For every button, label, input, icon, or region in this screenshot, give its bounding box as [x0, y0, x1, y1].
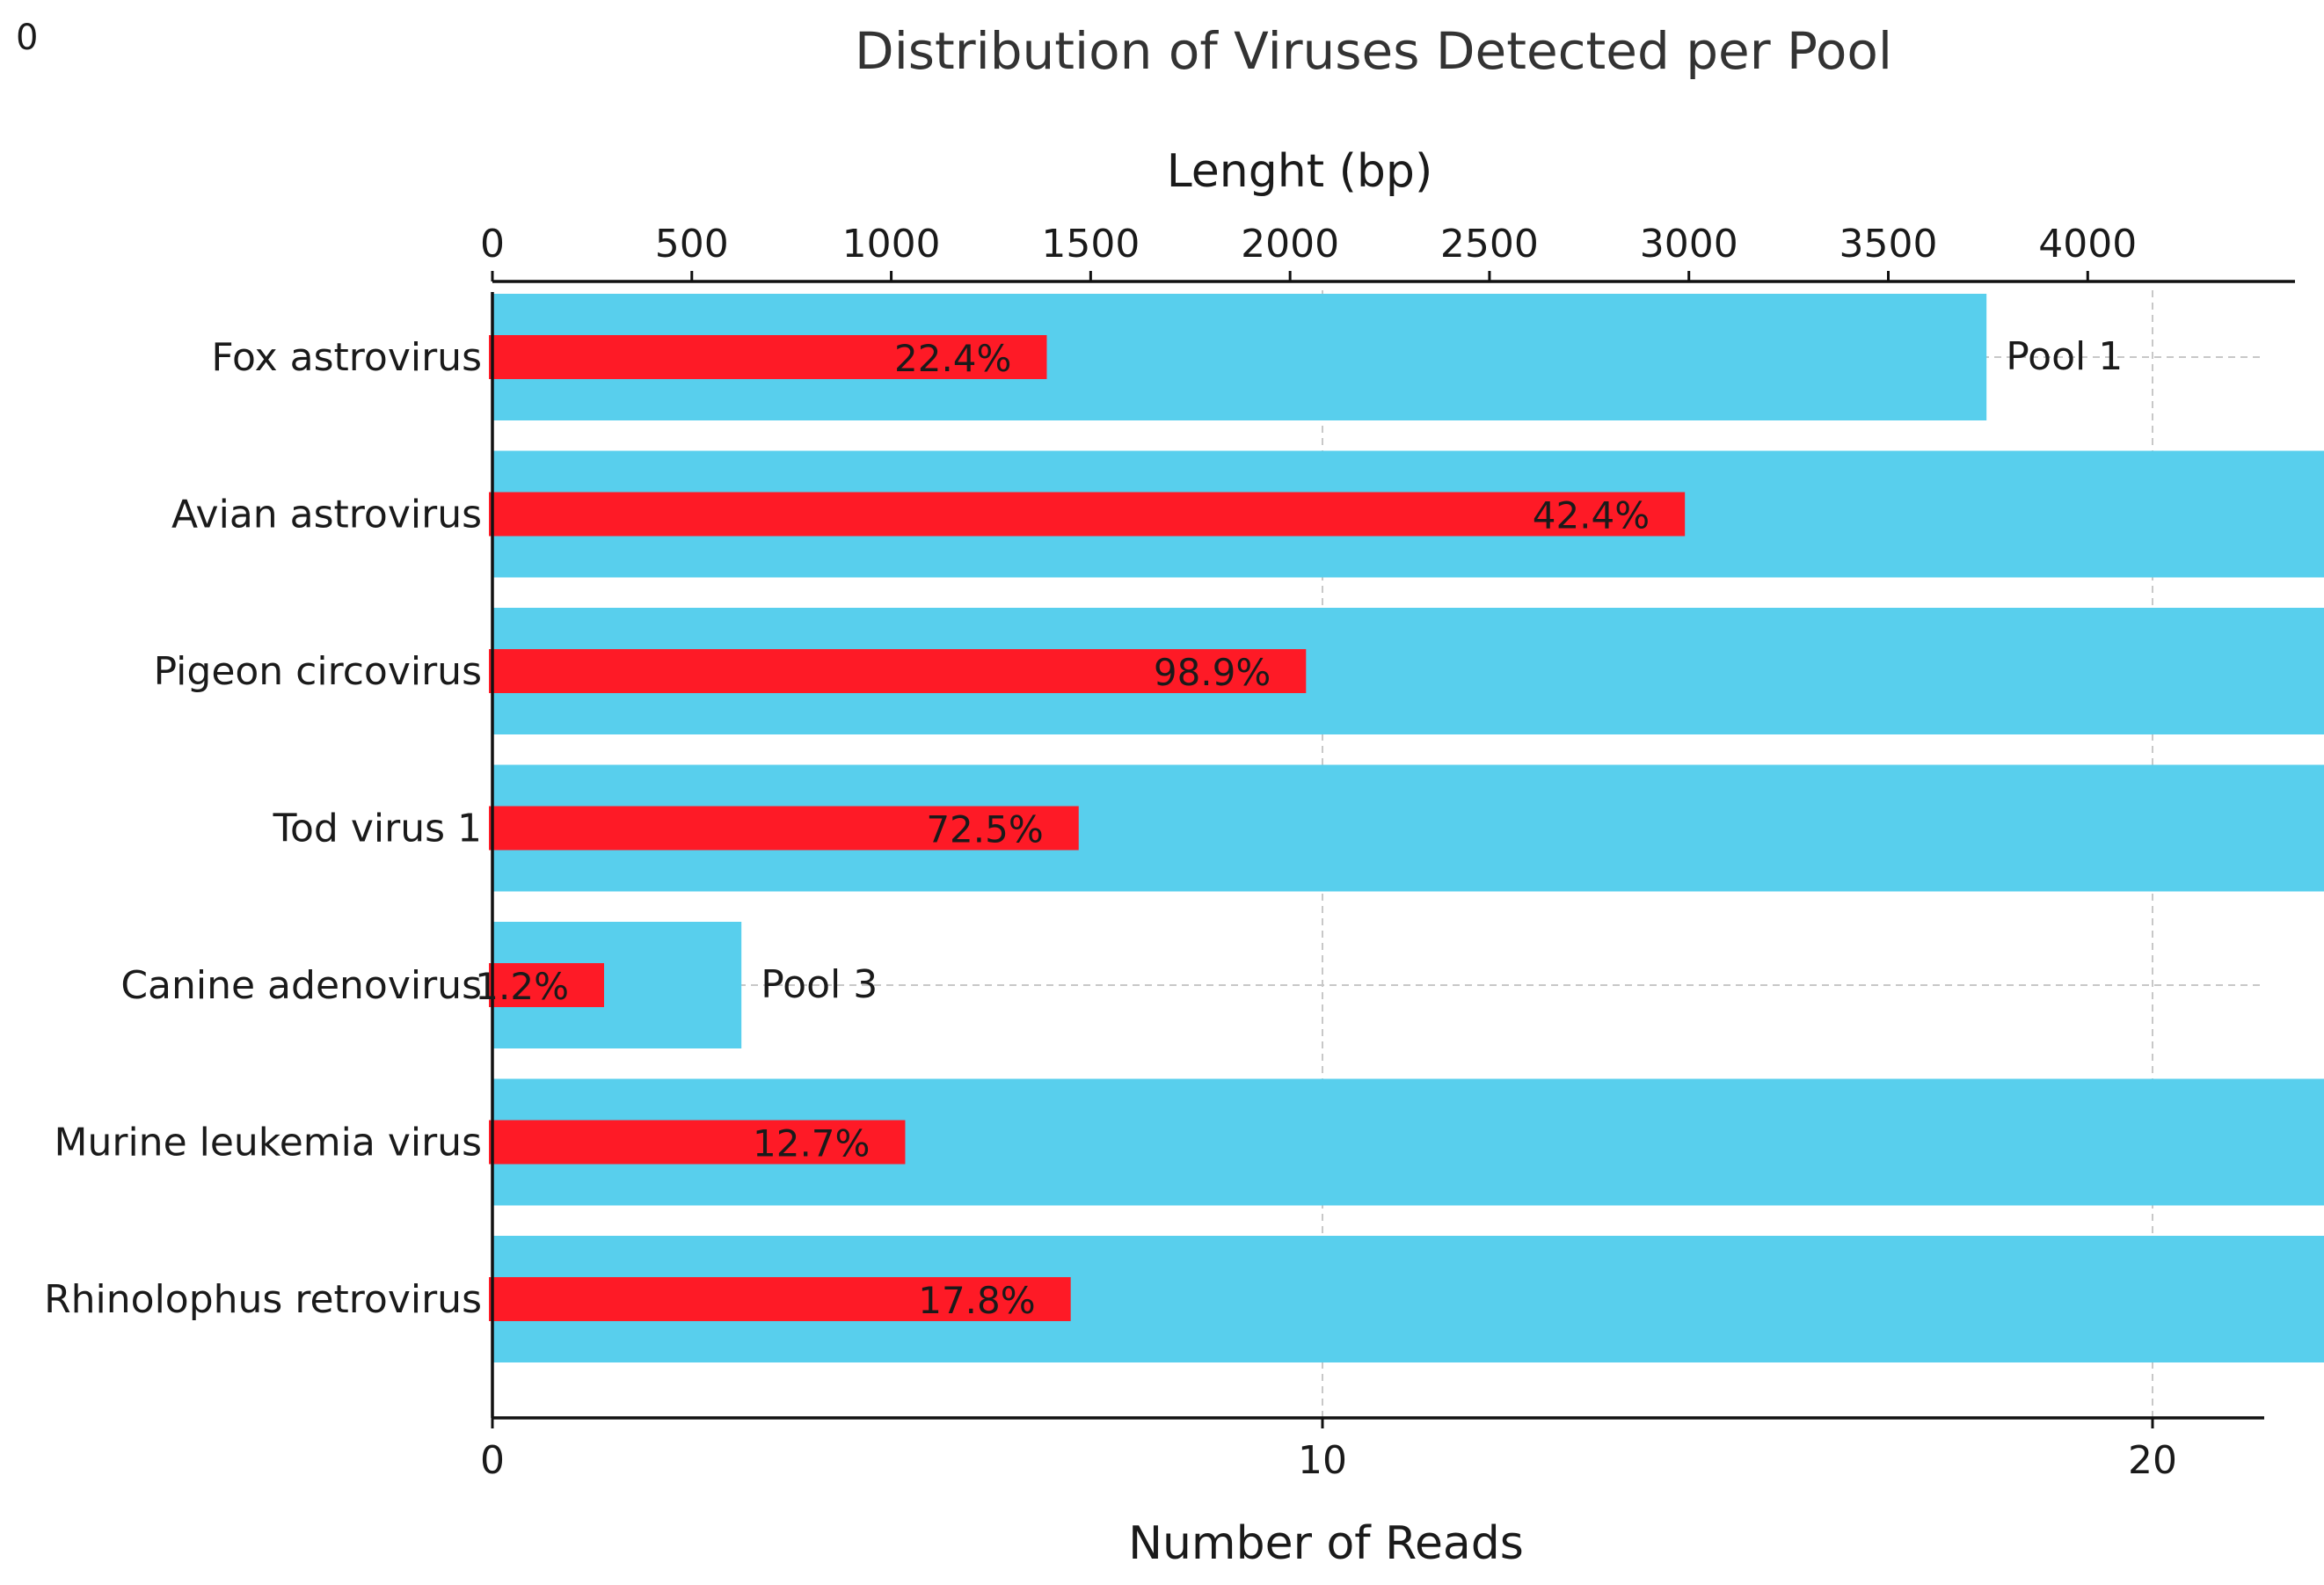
category-label: Fox astrovirus: [211, 335, 482, 380]
top-tick-label: 2000: [1241, 222, 1339, 267]
top-tick-label: 3000: [1640, 222, 1738, 267]
length-bar: [489, 1277, 1071, 1321]
percentage-label: 1.2%: [475, 965, 569, 1008]
bottom-tick-label: 10: [1298, 1438, 1347, 1483]
top-tick-label: 1500: [1041, 222, 1140, 267]
percentage-label: 17.8%: [918, 1279, 1035, 1322]
top-axis-title: Lenght (bp): [1167, 145, 1432, 198]
percentage-label: 42.4%: [1533, 494, 1650, 537]
percentage-label: 98.9%: [1154, 651, 1271, 694]
bottom-axis-title: Number of Reads: [1128, 1517, 1524, 1570]
length-bar: [489, 1120, 906, 1165]
category-label: Avian astrovirus: [171, 493, 482, 537]
category-label: Pigeon circovirus: [154, 649, 482, 694]
top-tick-label: 3500: [1840, 222, 1938, 267]
ticks: 0102030405060708005001000150020002500300…: [480, 222, 2177, 1483]
pool-label: Pool 1: [2006, 334, 2123, 379]
top-tick-label: 1000: [842, 222, 941, 267]
length-bar: [489, 963, 604, 1007]
top-tick-label: 500: [655, 222, 729, 267]
percentage-label: 22.4%: [894, 337, 1011, 380]
length-bar: [489, 806, 1079, 851]
bars: [489, 294, 2324, 1362]
bottom-tick-label: 0: [480, 1438, 505, 1483]
top-tick-label: 0: [480, 222, 505, 267]
category-label: Rhinolophus retrovirus: [44, 1277, 482, 1322]
top-tick-label: 4000: [2038, 222, 2137, 267]
axes: [491, 280, 2295, 1420]
corner-label: 0: [16, 18, 38, 58]
length-bar: [489, 649, 1307, 693]
category-label: Tod virus 1: [273, 807, 482, 851]
percentage-label: 72.5%: [926, 808, 1043, 851]
length-bar: [489, 335, 1047, 379]
bottom-tick-label: 20: [2128, 1438, 2177, 1483]
category-label: Murine leukemia virus: [55, 1121, 482, 1165]
category-label: Canine adenovirus: [120, 963, 482, 1008]
chart-title: Distribution of Viruses Detected per Poo…: [855, 21, 1892, 81]
length-bar: [489, 492, 1686, 537]
labels: Fox astrovirus 22.4% Pool 1 Avian astroviru…: [44, 334, 2123, 1322]
top-tick-label: 2500: [1440, 222, 1539, 267]
percentage-label: 12.7%: [753, 1122, 870, 1165]
pool-label: Pool 3: [761, 962, 878, 1007]
